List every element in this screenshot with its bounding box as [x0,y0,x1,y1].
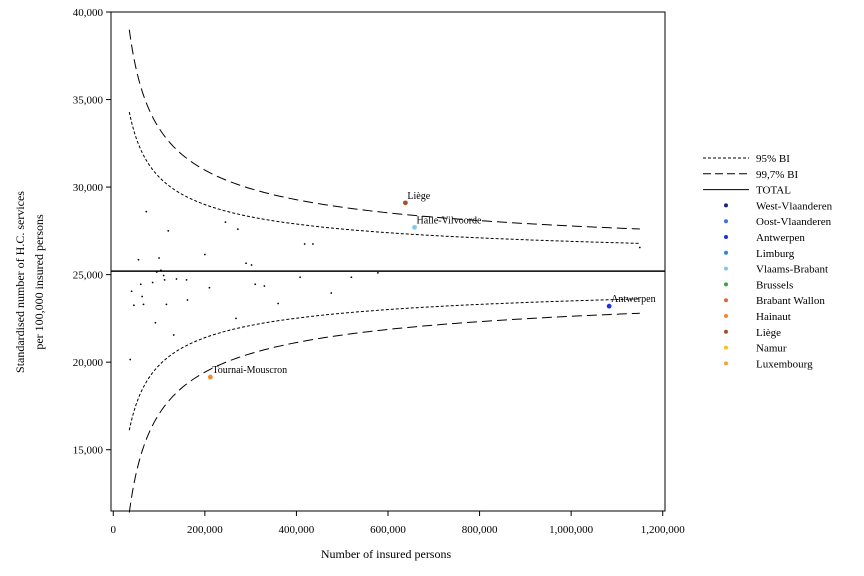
highlight-point [412,224,417,230]
x-axis: 0 200,000 400,000 600,000 800,000 1,000,000 1,… [111,511,686,536]
data-point [142,303,145,306]
data-point [175,278,178,280]
legend: 95% BI 99,7% BI TOTAL West-Vlaanderen Oost-V… [703,153,833,370]
data-point [129,358,132,361]
plot-frame [110,11,666,512]
legend-label: Oost-Vlaanderen [756,216,832,228]
ci95-upper [128,111,640,244]
point-label: Liège [407,191,430,202]
data-point [299,276,301,279]
data-point [224,221,227,224]
ci997-upper [128,29,640,230]
highlight-point [402,200,408,206]
highlight-point [207,374,213,380]
legend-label: Limburg [756,248,795,260]
legend-label: Antwerpen [756,232,805,244]
data-point [638,246,641,249]
y-tick-label: 35,000 [73,95,104,107]
data-point [137,258,140,261]
data-point [330,292,333,294]
data-point [132,304,135,307]
legend-marker [724,329,728,334]
data-point [277,302,280,305]
legend-label: Brussels [756,279,793,291]
x-axis-title: Number of insured persons [321,547,452,561]
point-label: Tournai-Mouscron [212,365,287,376]
legend-label: West-Vlaanderen [756,200,833,212]
data-point [145,210,148,213]
legend-label: Vlaams-Brabant [756,264,828,276]
ci997-lower [128,312,640,513]
x-tick-label: 0 [111,524,117,536]
x-tick-label: 200,000 [187,524,223,536]
y-tick-label: 15,000 [73,445,104,457]
data-point [172,334,175,336]
highlight-point [606,303,612,309]
data-point [151,281,154,284]
data-point [303,243,306,245]
legend-label: Brabant Wallon [756,295,825,307]
data-point [208,286,211,289]
data-point [160,269,162,272]
data-point [141,295,144,298]
data-point [254,283,257,286]
highlighted-points: Liège Halle-Vilvoorde Antwerpen Tournai-Mou… [207,191,656,380]
y-tick-label: 20,000 [73,357,104,369]
data-point [350,276,353,279]
y-axis-title-line-2: per 100,000 insured persons [32,214,46,350]
data-point [162,274,165,277]
data-point [245,262,247,265]
legend-marker [724,219,728,224]
legend-label: Liège [756,327,781,339]
data-point [236,228,239,231]
data-point [158,257,160,259]
data-point [167,229,170,232]
y-tick-label: 25,000 [73,270,104,282]
data-point [155,271,158,273]
confidence-curves [111,29,665,513]
legend-label: TOTAL [756,185,791,197]
legend-marker [724,282,728,287]
legend-label: 95% BI [756,153,790,165]
data-point [235,317,237,320]
y-axis: 15,000 20,000 25,000 30,000 35,000 40,000 [73,7,111,457]
legend-label: 99,7% BI [756,169,799,181]
data-point [250,264,253,266]
x-tick-label: 400,000 [279,524,315,536]
y-tick-label: 30,000 [73,182,104,194]
legend-marker [724,250,728,255]
y-tick-label: 40,000 [73,7,104,19]
data-point [139,283,142,286]
legend-label: Luxembourg [756,358,813,370]
data-point [185,278,188,281]
y-axis-title-line-1: Standardised number of H.C. services [13,191,27,373]
legend-marker [724,203,728,208]
data-point [163,278,166,281]
data-point [186,299,189,301]
data-point [130,290,133,293]
data-point [154,321,157,324]
legend-marker [724,314,728,318]
point-label: Antwerpen [611,294,655,305]
legend-marker [724,266,728,271]
legend-marker [724,361,728,366]
data-point [377,271,379,274]
data-points [129,210,641,361]
x-tick-label: 800,000 [462,524,498,536]
legend-marker [724,298,728,303]
x-tick-label: 1,200,000 [641,524,686,536]
data-point [312,243,314,245]
legend-marker [724,235,728,239]
data-point [263,285,266,287]
legend-label: Hainaut [756,311,791,323]
x-tick-label: 1,000,000 [549,524,594,536]
x-tick-label: 600,000 [370,524,406,536]
data-point [165,303,168,306]
data-point [203,253,206,256]
legend-label: Namur [756,343,787,355]
ci95-lower [128,298,640,431]
point-label: Halle-Vilvoorde [417,215,482,226]
legend-marker [724,345,728,350]
